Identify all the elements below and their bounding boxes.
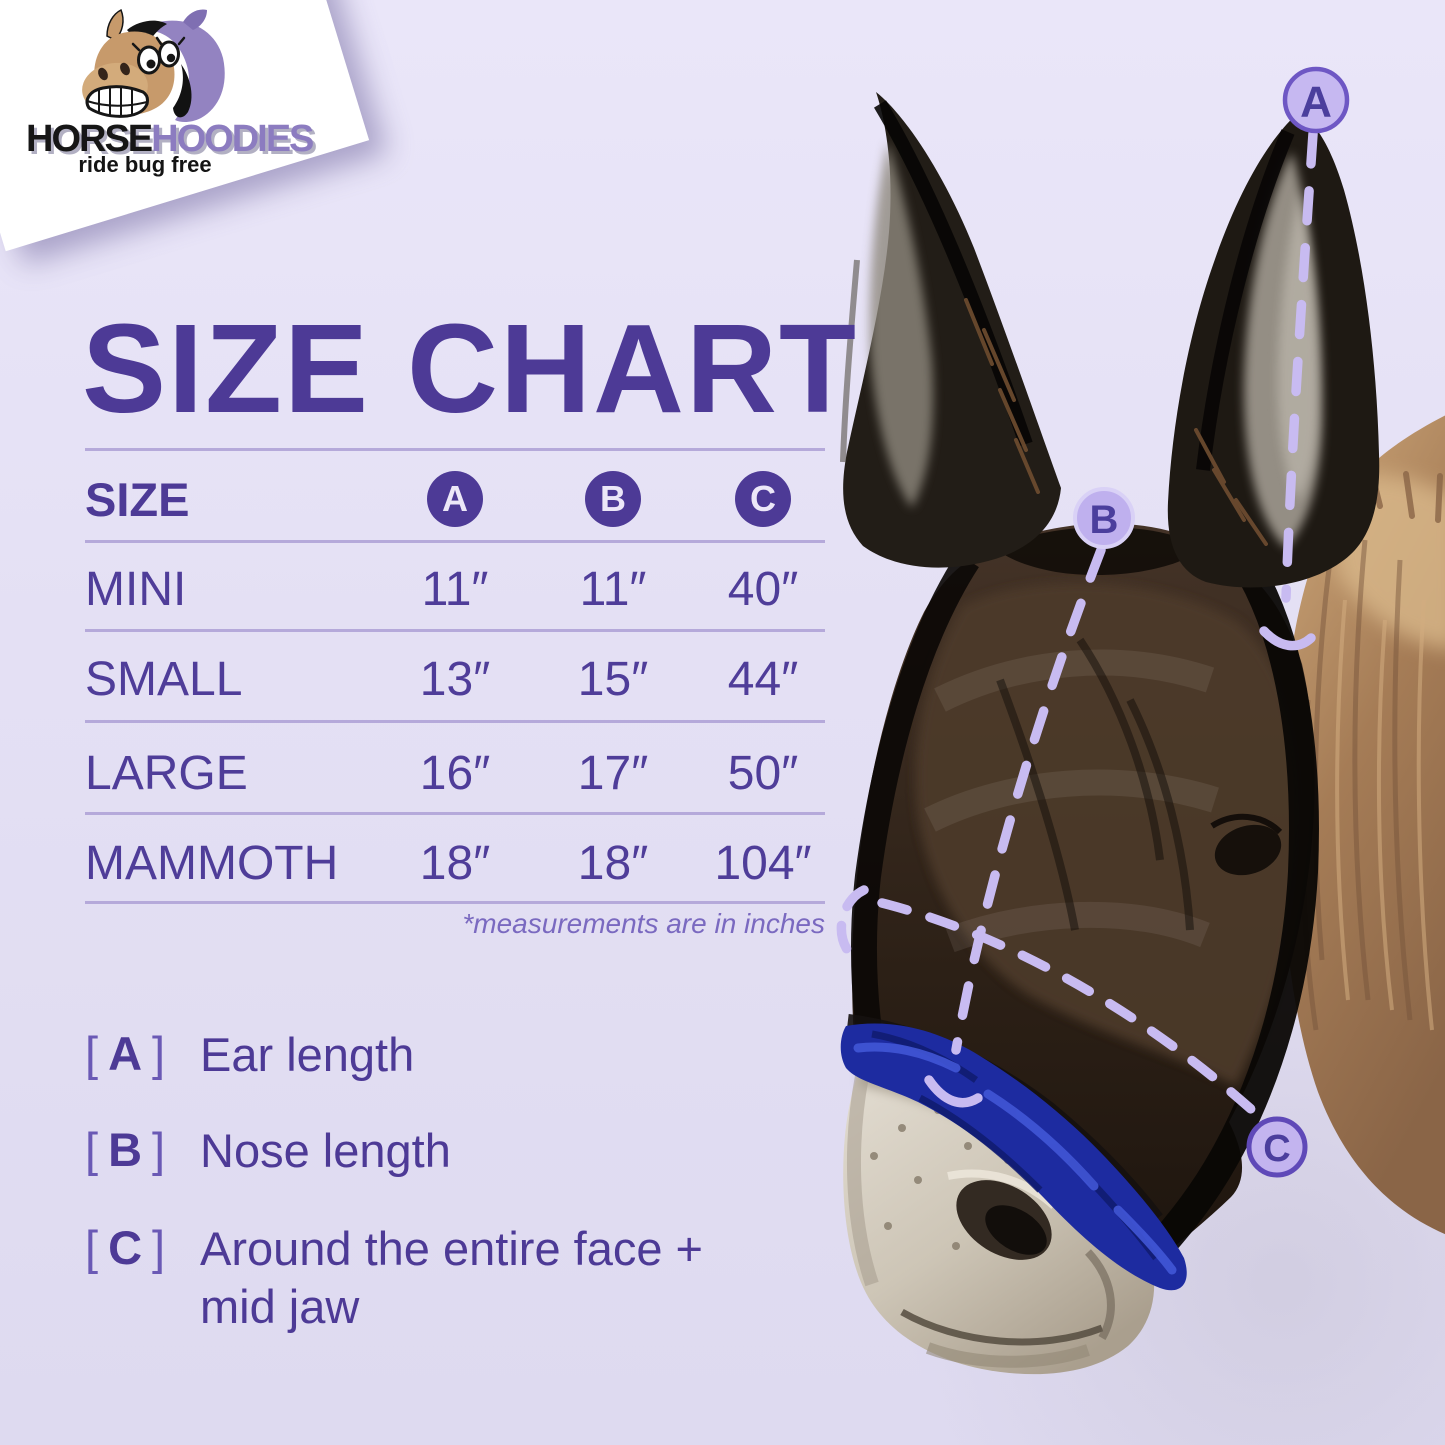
table-cell: 50″ <box>727 747 799 800</box>
legend-item-a: [A] Ear length <box>85 1026 414 1081</box>
brand-name-primary: HORSE <box>26 118 153 160</box>
row-divider <box>85 720 825 723</box>
page-title: SIZE CHART <box>82 298 858 439</box>
table-row-label-small: SMALL <box>85 653 243 706</box>
divider-under-header <box>85 540 825 543</box>
brand-tagline: ride bug free <box>78 152 212 177</box>
legend-letter-c: C <box>108 1221 143 1274</box>
table-row-label-mini: MINI <box>85 563 187 616</box>
row-divider <box>85 629 825 632</box>
donkey-left-ear <box>840 92 1061 568</box>
bracket-open: [ <box>85 1123 99 1176</box>
bracket-open: [ <box>85 1221 99 1274</box>
svg-text:C: C <box>1263 1128 1290 1170</box>
fly-mask-blue-trim <box>840 1014 1187 1291</box>
svg-text:B: B <box>1090 498 1119 542</box>
brand-wordmark: HORSEHOODIES <box>26 118 314 161</box>
table-cell: 17″ <box>577 747 649 800</box>
brand-logo: HORSEHOODIES ride bug free <box>0 0 314 200</box>
column-header-c-badge: C <box>735 471 791 527</box>
measure-line-b <box>951 545 1106 1055</box>
donkey-right-ear <box>1167 114 1380 588</box>
table-bottom-divider <box>85 901 825 904</box>
legend-letter-b: B <box>108 1123 143 1176</box>
measure-line-c-hook <box>836 885 869 961</box>
marker-a: A <box>1282 66 1350 134</box>
table-cell: 11″ <box>579 563 647 616</box>
column-header-b-badge: B <box>585 471 641 527</box>
legend-label-c: Around the entire face + mid jaw <box>200 1222 703 1333</box>
marker-b: B <box>1073 487 1135 549</box>
table-cell: 11″ <box>421 563 489 616</box>
table-cell: 104″ <box>714 837 812 890</box>
brand-name-secondary: HOODIES <box>151 118 314 160</box>
table-cell: 15″ <box>577 653 649 706</box>
measure-line-c <box>877 898 1268 1125</box>
table-cell: 40″ <box>727 563 799 616</box>
measure-line-a-end <box>1259 626 1316 651</box>
legend-label-b: Nose length <box>200 1124 451 1177</box>
legend-label-a: Ear length <box>200 1028 415 1081</box>
brand-horse-icon <box>82 8 225 123</box>
marker-c: C <box>1246 1116 1308 1178</box>
measurements-note: *measurements are in inches <box>462 908 825 939</box>
bracket-close: ] <box>152 1027 166 1080</box>
bracket-close: ] <box>152 1221 166 1274</box>
column-header-size: SIZE <box>85 473 190 526</box>
table-cell: 18″ <box>419 837 491 890</box>
table-cell: 44″ <box>727 653 799 706</box>
legend-item-c: [C] Around the entire face + mid jaw <box>85 1220 703 1333</box>
table-cell: 16″ <box>419 747 491 800</box>
divider-under-title <box>85 448 825 451</box>
svg-text:A: A <box>1300 78 1332 127</box>
row-divider <box>85 812 825 815</box>
bracket-close: ] <box>152 1123 166 1176</box>
legend-item-b: [B] Nose length <box>85 1122 451 1177</box>
measurement-lines <box>836 129 1318 1125</box>
table-cell: 13″ <box>419 653 491 706</box>
measure-line-a <box>1281 129 1318 603</box>
measure-line-b-end <box>924 1075 983 1108</box>
table-row-label-large: LARGE <box>85 747 248 800</box>
measurement-markers: A B C <box>1073 66 1350 1178</box>
bracket-open: [ <box>85 1027 99 1080</box>
column-header-a-badge: A <box>427 471 483 527</box>
table-cell: 18″ <box>577 837 649 890</box>
legend-letter-a: A <box>108 1027 143 1080</box>
table-row-label-mammoth: MAMMOTH <box>85 837 339 890</box>
